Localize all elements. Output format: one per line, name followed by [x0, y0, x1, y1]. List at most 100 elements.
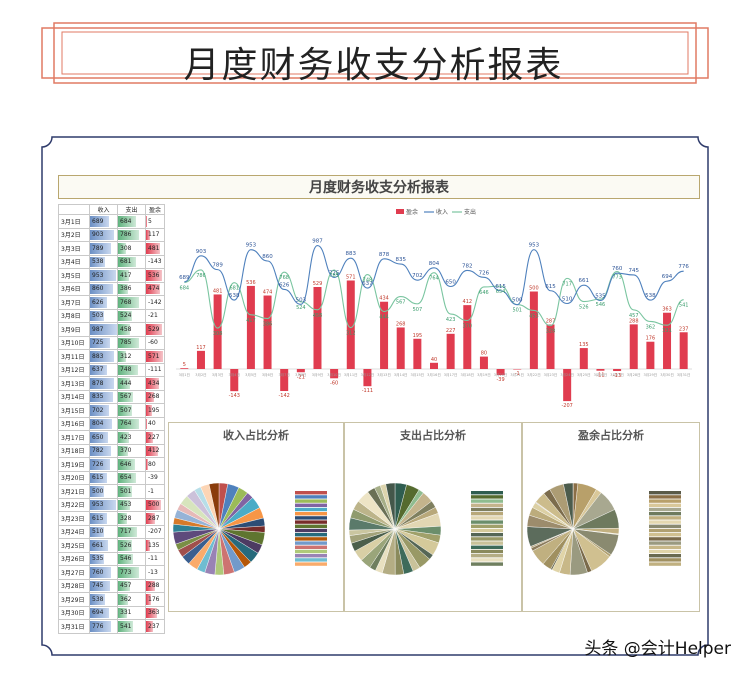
income-legend-swatch: [295, 520, 327, 524]
date-cell: 3月27日: [58, 565, 90, 580]
cell-value: -1: [148, 487, 154, 495]
income-line: [184, 245, 684, 306]
expense-cell: 507: [117, 403, 146, 418]
data-bar: [118, 526, 138, 537]
legend-surplus-label: 盈余: [406, 208, 418, 216]
surplus-cell: 227: [145, 430, 165, 445]
surplus-bar: [596, 369, 605, 371]
legend-expense-label: 支出: [464, 208, 476, 216]
x-tick-label: 3月2日: [195, 372, 206, 377]
surplus-bar: [579, 348, 588, 369]
expense-cell: 362: [117, 592, 146, 607]
date-cell: 3月17日: [58, 430, 90, 445]
surplus-data-label: 5: [183, 362, 186, 368]
income-cell: 878: [89, 376, 118, 391]
x-tick-label: 3月14日: [394, 372, 408, 377]
surplus-data-label: -60: [330, 380, 338, 386]
x-tick-label: 3月8日: [295, 372, 306, 377]
data-bar: [90, 324, 117, 335]
date-cell: 3月6日: [58, 281, 90, 296]
income-data-label: 615: [545, 284, 556, 290]
income-legend-swatch: [295, 545, 327, 549]
x-tick-label: 3月24日: [560, 372, 574, 377]
expense-data-label: 453: [529, 313, 539, 319]
income-data-label: 860: [262, 254, 273, 260]
x-tick-label: 3月30日: [660, 372, 674, 377]
surplus-cell: 571: [145, 349, 165, 364]
cell-value: 524: [120, 312, 132, 320]
surplus-cell: -143: [145, 254, 165, 269]
cell-value: 953: [92, 271, 104, 279]
data-bar: [118, 378, 130, 389]
cell-value: 500: [148, 501, 160, 509]
data-bar: [90, 499, 116, 510]
table-row: 3月20日 615 654 -39: [58, 470, 165, 485]
data-table: 收入 支出 盈余 3月1日 689 684 5 3月2日 903 786 117 3月3日 789…: [58, 204, 165, 634]
cell-value: 287: [148, 514, 160, 522]
surplus-bar: [180, 368, 189, 369]
expense-data-label: 748: [363, 278, 373, 284]
cell-value: 835: [92, 393, 104, 401]
date-cell: 3月2日: [58, 227, 90, 242]
surplus-cell: -142: [145, 295, 165, 310]
data-bar: [118, 567, 139, 578]
cell-value: 541: [120, 622, 132, 630]
expense-cell: 457: [117, 578, 146, 593]
surplus-data-label: 117: [196, 345, 206, 351]
data-bar: [146, 270, 163, 281]
cell-value: 760: [92, 568, 104, 576]
expense-data-label: 507: [413, 307, 423, 313]
cell-value: 423: [120, 433, 132, 441]
surplus-data-label: 529: [313, 281, 323, 287]
expense-cell: 785: [117, 335, 146, 350]
expense-data-label: 370: [463, 324, 473, 330]
expense-legend-swatch: [471, 549, 503, 554]
surplus-cell: -111: [145, 362, 165, 377]
legend-income-label: 收入: [436, 208, 448, 216]
surplus-legend-swatch: [649, 495, 681, 499]
cell-value: 40: [148, 420, 156, 428]
surplus-data-label: 412: [463, 299, 473, 305]
expense-cell: 526: [117, 538, 146, 553]
expense-cell: 773: [117, 565, 146, 580]
cell-value: 434: [148, 379, 160, 387]
surplus-data-label: 237: [679, 326, 689, 332]
cell-value: -60: [148, 339, 158, 347]
header-surplus: 盈余: [145, 204, 165, 215]
surplus-legend-swatch: [649, 491, 681, 495]
cell-value: 883: [92, 352, 104, 360]
data-bar: [146, 391, 155, 402]
expense-legend-swatch: [471, 524, 503, 528]
data-bar: [118, 216, 137, 227]
cell-value: 135: [148, 541, 160, 549]
income-cell: 503: [89, 308, 118, 323]
cell-value: 661: [92, 541, 104, 549]
table-row: 3月28日 745 457 288: [58, 578, 165, 593]
surplus-cell: 474: [145, 281, 165, 296]
income-legend-swatch: [295, 524, 327, 528]
cell-value: 227: [148, 433, 160, 441]
surplus-bar: [446, 333, 455, 369]
surplus-legend-swatch: [649, 516, 681, 520]
data-bar: [90, 378, 114, 389]
income-cell: 626: [89, 295, 118, 310]
date-cell: 3月18日: [58, 443, 90, 458]
expense-data-label: 458: [313, 313, 323, 319]
surplus-cell: -1: [145, 484, 165, 499]
expense-cell: 308: [117, 241, 146, 256]
table-row: 3月13日 878 444 434: [58, 376, 165, 391]
surplus-legend-swatch: [649, 533, 681, 537]
income-legend-swatch: [295, 562, 327, 566]
income-cell: 782: [89, 443, 118, 458]
income-cell: 661: [89, 538, 118, 553]
cell-value: -207: [148, 528, 162, 536]
surplus-data-label: 500: [529, 286, 539, 292]
cell-value: 684: [120, 217, 132, 225]
income-data-label: 883: [346, 251, 357, 257]
cell-value: -143: [148, 258, 162, 266]
income-cell: 650: [89, 430, 118, 445]
expense-cell: 717: [117, 524, 146, 539]
income-cell: 760: [89, 565, 118, 580]
surplus-data-label: -39: [496, 377, 504, 383]
cell-value: 745: [92, 582, 104, 590]
